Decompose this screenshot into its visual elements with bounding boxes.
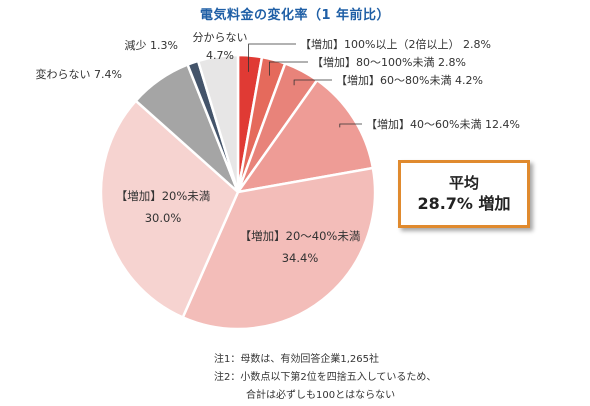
slice-label-7: 変わらない 7.4% xyxy=(36,67,122,81)
chart-title: 電気料金の変化率（1 年前比） xyxy=(199,8,391,23)
slice-label-2: 【増加】80～100%未満 2.8% xyxy=(312,56,466,69)
pie-slice-9 xyxy=(196,53,240,193)
slice-value-3: 4.2% xyxy=(455,74,483,87)
average-value-line: 28.7% 増加 xyxy=(417,193,510,215)
average-suffix: 増加 xyxy=(478,194,511,213)
slice-label-text-2: 【増加】80～100%未満 xyxy=(312,56,438,69)
average-value: 28.7% xyxy=(417,194,473,213)
slice-label-8: 減少 1.3% xyxy=(125,38,178,52)
leader-line-1 xyxy=(248,43,296,72)
slice-label-text-7: 変わらない xyxy=(36,67,95,81)
slice-label-text-8: 減少 xyxy=(125,38,151,52)
slice-value-1: 2.8% xyxy=(463,38,491,51)
slice-value-2: 2.8% xyxy=(438,56,466,69)
slice-label-text-1: 【増加】100%以上（2倍以上） xyxy=(300,37,463,51)
slice-label-text-3: 【増加】60～80%未満 xyxy=(336,74,455,87)
leader-line-2 xyxy=(268,61,308,76)
average-heading: 平均 xyxy=(448,174,479,192)
note-3: 合計は必ずしも100とはならない xyxy=(246,390,396,401)
slice-label-1: 【増加】100%以上（2倍以上） 2.8% xyxy=(300,37,491,51)
average-box: 平均 28.7% 増加 xyxy=(398,160,530,228)
slice-value-5: 34.4% xyxy=(282,251,319,265)
slice-value-9: 4.7% xyxy=(206,49,234,62)
slice-value-8: 1.3% xyxy=(150,39,178,52)
note-1: 注1：母数は、有効回答企業1,265社 xyxy=(214,354,379,365)
slice-label-6: 【増加】20%未満 xyxy=(116,189,211,203)
slice-value-6: 30.0% xyxy=(145,211,182,225)
slice-label-3: 【増加】60～80%未満 4.2% xyxy=(336,74,483,87)
note-2: 注2：小数点以下第2位を四捨五入しているため、 xyxy=(214,372,437,383)
pie-slice-4 xyxy=(235,78,375,194)
slice-label-5: 【増加】20～40%未満 xyxy=(240,229,361,243)
slice-label-9: 分からない xyxy=(193,31,248,44)
slice-label-text-4: 【増加】40～60%未満 xyxy=(366,118,485,131)
leader-line-3 xyxy=(293,79,332,86)
pie-slice-6 xyxy=(99,98,240,320)
slice-value-4: 12.4% xyxy=(485,118,520,131)
pie-slice-5 xyxy=(181,166,377,331)
slice-label-4: 【増加】40～60%未満 12.4% xyxy=(366,118,520,131)
slice-value-7: 7.4% xyxy=(94,68,122,81)
leader-line-4 xyxy=(339,123,362,128)
